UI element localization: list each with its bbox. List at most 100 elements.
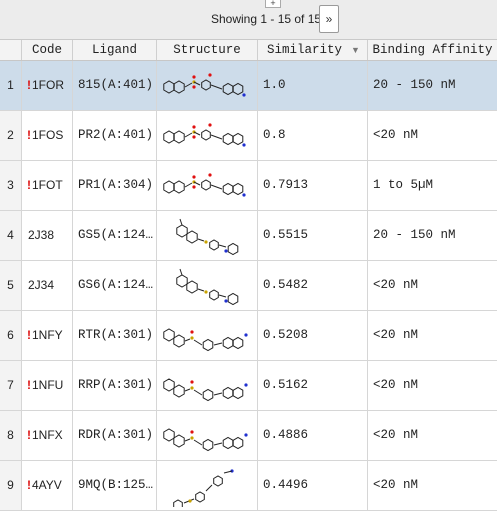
warning-icon: ! [27, 478, 31, 492]
table-row[interactable]: 4 2J38 GS5(A:124… 0.5515 20 - 150 nM [0, 211, 497, 261]
structure-cell[interactable] [156, 411, 257, 460]
table-row[interactable]: 5 2J34 GS6(A:124… 0.5482 <20 nM [0, 261, 497, 311]
column-header-similarity[interactable]: Similarity [257, 40, 367, 60]
pdb-code-label: 1FOS [32, 128, 64, 142]
column-header-ligand[interactable]: Ligand [72, 40, 156, 60]
similarity-cell: 0.4886 [257, 411, 367, 460]
table-row[interactable]: 2 !1FOS PR2(A:401) 0.8 <20 nM [0, 111, 497, 161]
structure-cell[interactable] [156, 211, 257, 260]
ligand-cell[interactable]: PR2(A:401) [72, 111, 156, 160]
binding-affinity-cell: <20 nM [367, 261, 497, 310]
table-row[interactable]: 6 !1NFY RTR(A:301) 0.5208 <20 nM [0, 311, 497, 361]
row-number: 9 [0, 461, 21, 510]
column-header-structure[interactable]: Structure [156, 40, 257, 60]
ligand-cell[interactable]: RRP(A:301) [72, 361, 156, 410]
table-row[interactable]: 8 !1NFX RDR(A:301) 0.4886 <20 nM [0, 411, 497, 461]
pdb-code-label: 4AYV [32, 478, 62, 492]
structure-cell[interactable] [156, 311, 257, 360]
binding-affinity-cell: 20 - 150 nM [367, 211, 497, 260]
molecule-structure-image [176, 268, 239, 306]
similarity-cell: 0.7913 [257, 161, 367, 210]
next-page-button[interactable]: » [319, 5, 339, 33]
row-number: 8 [0, 411, 21, 460]
row-number-header [0, 40, 21, 60]
binding-affinity-cell: <20 nM [367, 111, 497, 160]
pdb-code-label: 1FOR [32, 78, 65, 92]
binding-affinity-cell: <20 nM [367, 411, 497, 460]
pdb-code-cell[interactable]: !1FOT [21, 161, 72, 210]
structure-cell[interactable] [156, 261, 257, 310]
warning-icon: ! [27, 178, 31, 192]
row-number: 2 [0, 111, 21, 160]
add-tab-button[interactable]: + [265, 0, 281, 8]
ligand-cell[interactable]: 9MQ(B:125… [72, 461, 156, 510]
warning-icon: ! [27, 128, 31, 142]
ligand-cell[interactable]: GS5(A:124… [72, 211, 156, 260]
pdb-code-cell[interactable]: !1FOS [21, 111, 72, 160]
binding-affinity-cell: 1 to 5µM [367, 161, 497, 210]
structure-cell[interactable] [156, 461, 257, 510]
table-row[interactable]: 9 !4AYV 9MQ(B:125… 0.4496 <20 nM [0, 461, 497, 511]
structure-cell[interactable] [156, 361, 257, 410]
structure-cell[interactable] [156, 161, 257, 210]
pdb-code-label: 1NFY [32, 328, 63, 342]
molecule-structure-image [163, 328, 248, 352]
structure-cell[interactable] [156, 111, 257, 160]
row-number: 7 [0, 361, 21, 410]
pdb-code-label: 1NFX [32, 428, 63, 442]
pdb-code-label: 2J38 [28, 228, 55, 242]
structure-cell[interactable] [156, 61, 257, 110]
column-header-code[interactable]: Code [21, 40, 72, 60]
warning-icon: ! [27, 378, 31, 392]
warning-icon: ! [27, 328, 31, 342]
ligand-cell[interactable]: PR1(A:304) [72, 161, 156, 210]
similarity-cell: 0.8 [257, 111, 367, 160]
row-number: 1 [0, 61, 21, 110]
pager-bar: + Showing 1 - 15 of 15 » [0, 0, 497, 40]
row-number: 6 [0, 311, 21, 360]
pagination-status: Showing 1 - 15 of 15 [211, 12, 322, 26]
ligand-cell[interactable]: RDR(A:301) [72, 411, 156, 460]
table-header: Code Ligand Structure Similarity ▼ Bindi… [0, 40, 497, 61]
warning-icon: ! [27, 428, 31, 442]
pdb-code-cell[interactable]: 2J34 [21, 261, 72, 310]
similarity-cell: 0.5162 [257, 361, 367, 410]
table-row[interactable]: 7 !1NFU RRP(A:301) 0.5162 <20 nM [0, 361, 497, 411]
warning-icon: ! [27, 78, 31, 92]
binding-affinity-cell: <20 nM [367, 461, 497, 510]
binding-affinity-cell: <20 nM [367, 361, 497, 410]
molecule-structure-image [163, 173, 246, 197]
molecule-structure-image [163, 123, 246, 147]
similarity-cell: 0.5515 [257, 211, 367, 260]
row-number: 3 [0, 161, 21, 210]
binding-affinity-cell: <20 nM [367, 311, 497, 360]
similarity-label: Similarity [267, 43, 343, 57]
pdb-code-cell[interactable]: !1FOR [21, 61, 72, 110]
binding-affinity-cell: 20 - 150 nM [367, 61, 497, 110]
molecule-structure-image [163, 378, 248, 402]
table-row[interactable]: 1 !1FOR 815(A:401) 1.0 20 - 150 nM [0, 61, 497, 111]
molecule-structure-image [173, 469, 234, 507]
ligand-cell[interactable]: GS6(A:124… [72, 261, 156, 310]
pdb-code-cell[interactable]: !4AYV [21, 461, 72, 510]
pdb-code-cell[interactable]: !1NFU [21, 361, 72, 410]
row-number: 5 [0, 261, 21, 310]
molecule-structure-image [163, 73, 246, 97]
pdb-code-cell[interactable]: 2J38 [21, 211, 72, 260]
pdb-code-label: 1NFU [32, 378, 64, 392]
similarity-cell: 0.5208 [257, 311, 367, 360]
sort-descending-icon[interactable]: ▼ [351, 45, 360, 55]
pdb-code-label: 1FOT [32, 178, 63, 192]
table-row[interactable]: 3 !1FOT PR1(A:304) 0.7913 1 to 5µM [0, 161, 497, 211]
column-header-binding-affinity[interactable]: Binding Affinity [367, 40, 497, 60]
similarity-cell: 1.0 [257, 61, 367, 110]
molecule-structure-image [176, 218, 239, 256]
ligand-cell[interactable]: 815(A:401) [72, 61, 156, 110]
ligand-cell[interactable]: RTR(A:301) [72, 311, 156, 360]
pdb-code-label: 2J34 [28, 278, 55, 292]
similarity-cell: 0.4496 [257, 461, 367, 510]
row-number: 4 [0, 211, 21, 260]
pdb-code-cell[interactable]: !1NFX [21, 411, 72, 460]
pdb-code-cell[interactable]: !1NFY [21, 311, 72, 360]
molecule-structure-image [163, 428, 248, 452]
